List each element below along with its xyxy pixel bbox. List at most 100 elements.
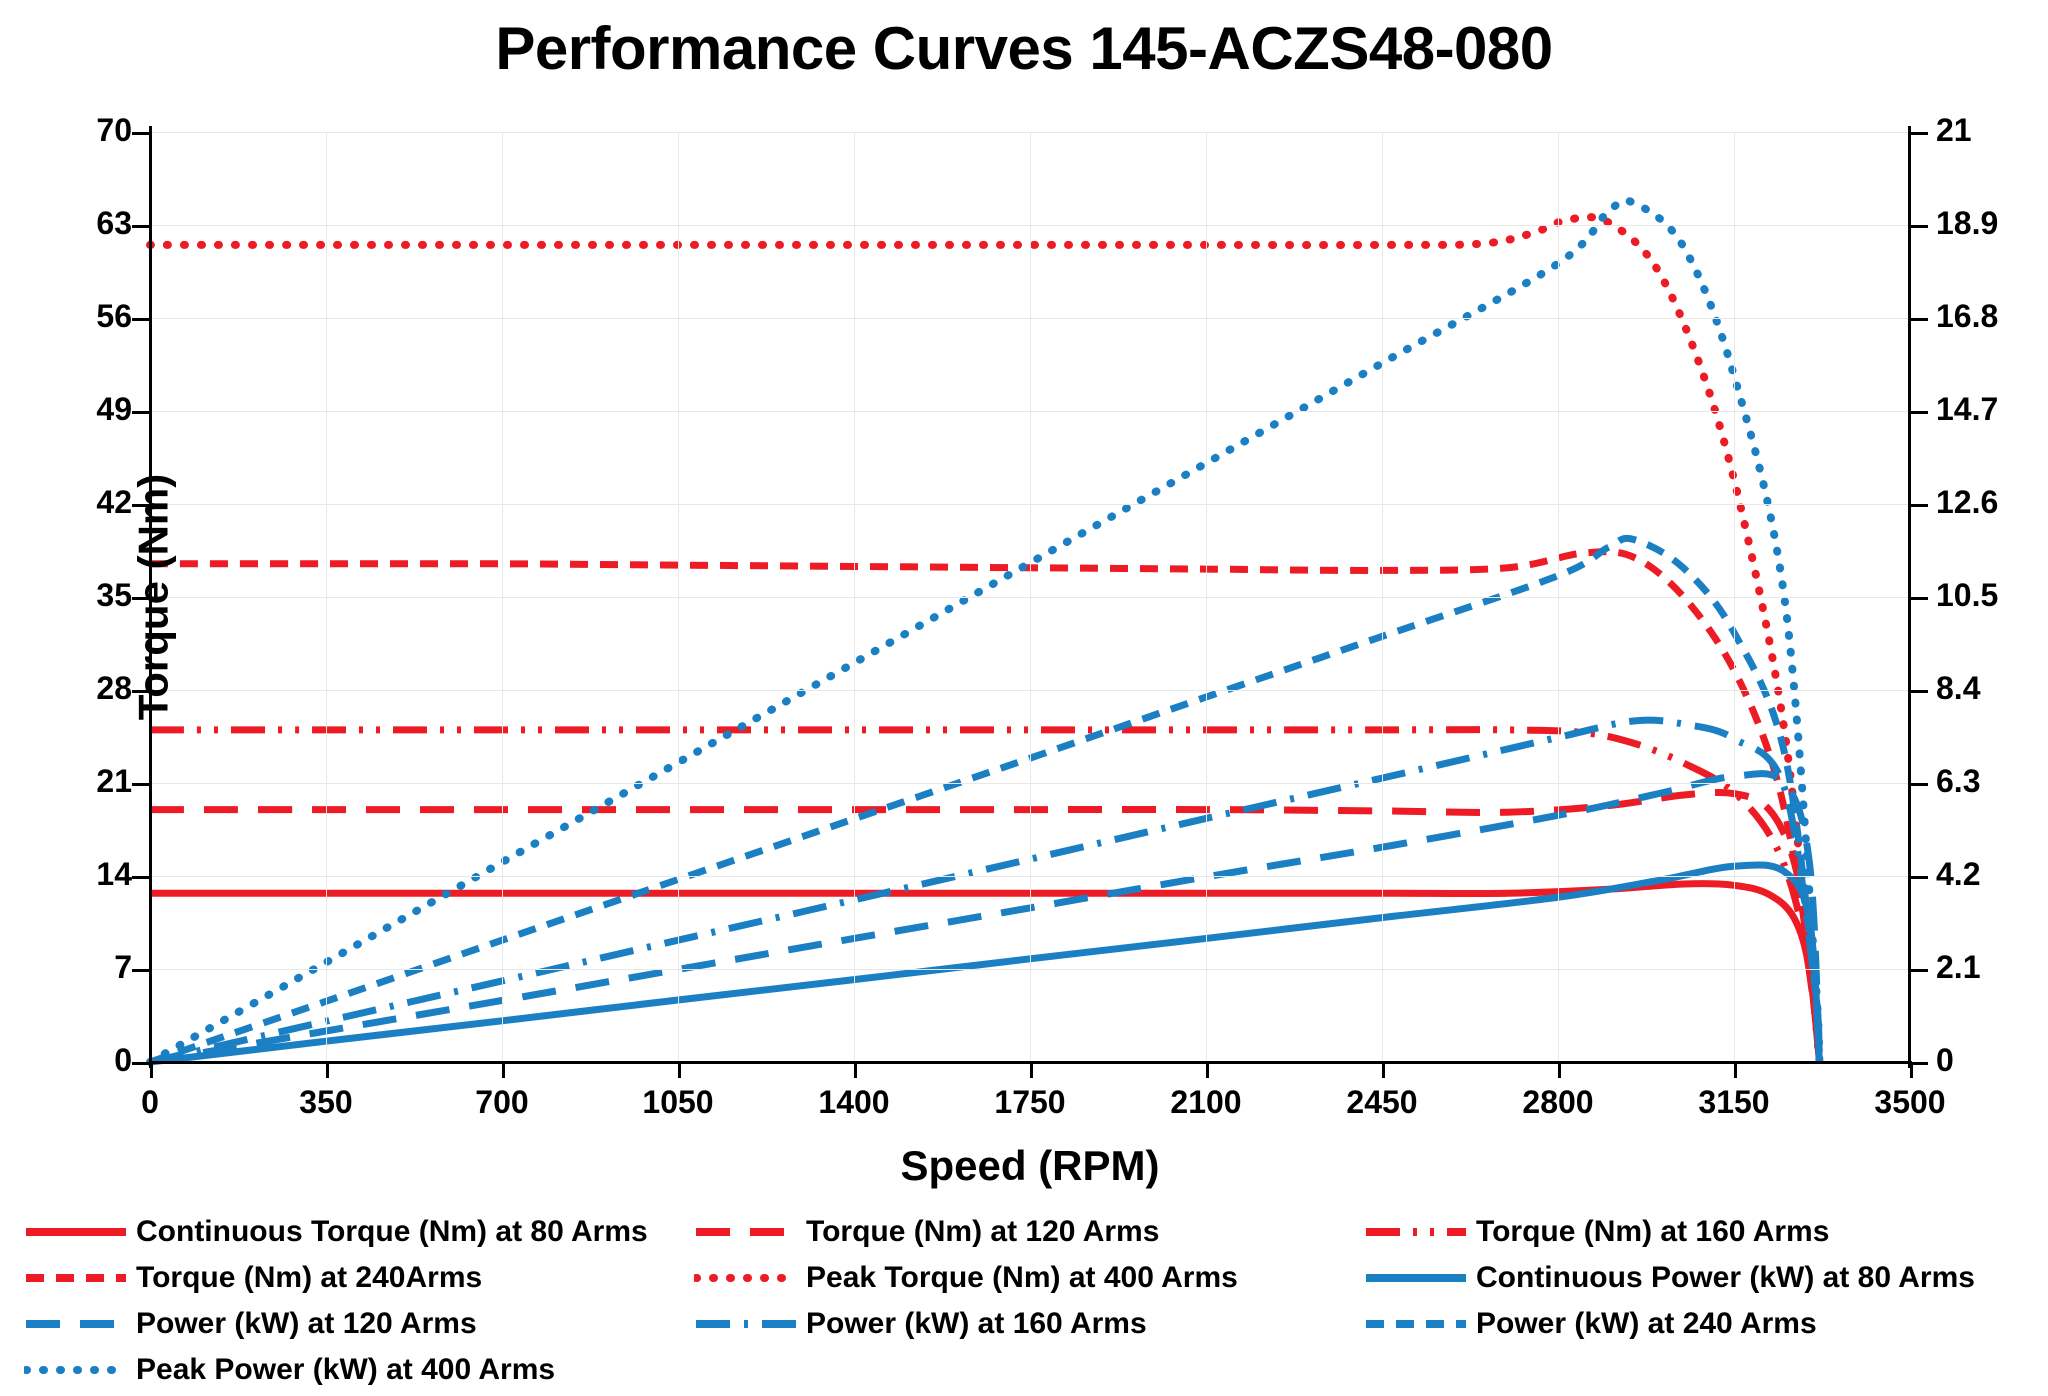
legend-label: Power (kW) at 240 Arms (1476, 1307, 1817, 1340)
legend-label: Torque (Nm) at 240Arms (136, 1261, 483, 1294)
x-axis-tick (1382, 1062, 1385, 1078)
right-axis-label: 10.5 (1936, 577, 1999, 613)
legend-label: Peak Power (kW) at 400 Arms (136, 1353, 556, 1386)
right-axis-tick (1910, 783, 1928, 786)
legend-row: Power (kW) at 120 Arms Power (kW) at 160 … (24, 1304, 2034, 1344)
legend-label: Continuous Torque (Nm) at 80 Arms (136, 1215, 648, 1248)
series-line (148, 534, 1823, 1066)
left-axis-label: 14 (96, 856, 132, 892)
x-axis-tick (1910, 1062, 1913, 1078)
x-axis-label: 3150 (1698, 1084, 1770, 1120)
legend-line-swatch-icon (1364, 1313, 1468, 1335)
series-line (150, 788, 1823, 1063)
left-axis-label: 56 (96, 298, 132, 334)
series-line (149, 861, 1823, 1066)
x-axis-label: 700 (475, 1084, 529, 1120)
legend-row: Peak Power (kW) at 400 Arms (24, 1350, 2034, 1390)
left-axis-tick (132, 597, 150, 600)
chart-title: Performance Curves 145-ACZS48-080 (495, 15, 1553, 82)
x-axis-tick (326, 1062, 329, 1078)
legend-line-swatch-icon (24, 1267, 128, 1289)
plot-area (146, 132, 1911, 1066)
left-axis-label: 21 (96, 763, 132, 799)
series-line (150, 726, 1823, 1063)
plot-wrapper: Torque (Nm) Power (kW) Speed (RPM) 07142… (96, 112, 1998, 1189)
legend-label: Torque (Nm) at 160 Arms (1476, 1215, 1830, 1248)
legend-item[interactable]: Power (kW) at 120 Arms (24, 1309, 694, 1339)
legend-item[interactable]: Peak Torque (Nm) at 400 Arms (694, 1263, 1364, 1293)
vertical-gridline (678, 132, 679, 1062)
curves-layer (146, 196, 1824, 1066)
legend-label: Torque (Nm) at 120 Arms (806, 1215, 1160, 1248)
left-axis-tick (132, 783, 150, 786)
left-axis-tick (132, 876, 150, 879)
right-axis-tick (1910, 1062, 1928, 1065)
x-axis-label: 2800 (1522, 1084, 1594, 1120)
vertical-gridline (1558, 132, 1559, 1062)
left-axis-label: 49 (96, 391, 132, 427)
legend-line-swatch-icon (694, 1313, 798, 1335)
right-axis-tick (1910, 318, 1928, 321)
x-axis-label: 1750 (994, 1084, 1066, 1120)
right-axis-label: 6.3 (1936, 763, 1981, 799)
vertical-gridline (1382, 132, 1383, 1062)
x-axis-label: 3500 (1874, 1084, 1946, 1120)
x-axis-tick (1206, 1062, 1209, 1078)
vertical-gridline (1734, 132, 1735, 1062)
left-axis-label: 63 (96, 205, 132, 241)
x-axis-label: 350 (299, 1084, 353, 1120)
x-axis-tick (502, 1062, 505, 1078)
right-axis-label: 16.8 (1936, 298, 1999, 334)
right-axis-label: 14.7 (1936, 391, 1999, 427)
x-axis-tick (1558, 1062, 1561, 1078)
left-axis-tick (132, 504, 150, 507)
vertical-gridline (1030, 132, 1031, 1062)
x-axis-tick (678, 1062, 681, 1078)
x-axis-label: 1400 (818, 1084, 890, 1120)
left-axis-label: 28 (96, 670, 132, 706)
x-axis-label: 2100 (1170, 1084, 1242, 1120)
legend-item[interactable]: Torque (Nm) at 120 Arms (694, 1217, 1364, 1247)
x-axis-tick (1734, 1062, 1737, 1078)
series-line (146, 213, 1824, 1066)
right-axis-tick (1910, 504, 1928, 507)
legend-row: Continuous Torque (Nm) at 80 Arms Torque … (24, 1212, 2034, 1252)
legend-item[interactable]: Peak Power (kW) at 400 Arms (24, 1355, 696, 1385)
vertical-gridline (326, 132, 327, 1062)
x-axis-label: 0 (141, 1084, 159, 1120)
series-line (149, 716, 1823, 1066)
vertical-gridline (1206, 132, 1207, 1062)
right-axis-tick (1910, 411, 1928, 414)
legend-line-swatch-icon (694, 1267, 798, 1289)
left-axis-tick (132, 132, 150, 135)
right-axis-label: 2.1 (1936, 949, 1981, 985)
legend-item[interactable]: Continuous Power (kW) at 80 Arms (1364, 1263, 2034, 1293)
legend-label: Continuous Power (kW) at 80 Arms (1476, 1261, 1975, 1294)
left-axis-label: 7 (114, 949, 132, 985)
series-line (146, 196, 1824, 1066)
right-axis-tick (1910, 225, 1928, 228)
right-axis-label: 8.4 (1936, 670, 1981, 706)
legend-item[interactable]: Power (kW) at 240 Arms (1364, 1309, 2034, 1339)
x-axis-label: 1050 (642, 1084, 714, 1120)
legend-item[interactable]: Torque (Nm) at 160 Arms (1364, 1217, 2034, 1247)
right-axis-tick (1910, 132, 1928, 135)
series-line (149, 770, 1823, 1066)
right-axis-label: 0 (1936, 1042, 1954, 1078)
right-axis-label: 12.6 (1936, 484, 1999, 520)
left-axis-tick (132, 318, 150, 321)
right-axis-tick (1910, 690, 1928, 693)
right-axis-tick (1910, 597, 1928, 600)
legend-label: Peak Torque (Nm) at 400 Arms (806, 1261, 1238, 1294)
legend-item[interactable]: Continuous Torque (Nm) at 80 Arms (24, 1217, 694, 1247)
legend-item[interactable]: Power (kW) at 160 Arms (694, 1309, 1364, 1339)
right-axis-label: 18.9 (1936, 205, 1999, 241)
chart-legend: Continuous Torque (Nm) at 80 Arms Torque … (24, 1212, 2034, 1396)
legend-item[interactable]: Torque (Nm) at 240Arms (24, 1263, 694, 1293)
right-axis-tick (1910, 969, 1928, 972)
left-axis-label: 70 (96, 112, 132, 148)
x-axis-title: Speed (RPM) (900, 1142, 1160, 1189)
left-axis-label: 42 (96, 484, 132, 520)
vertical-gridline (502, 132, 503, 1062)
legend-line-swatch-icon (1364, 1267, 1468, 1289)
